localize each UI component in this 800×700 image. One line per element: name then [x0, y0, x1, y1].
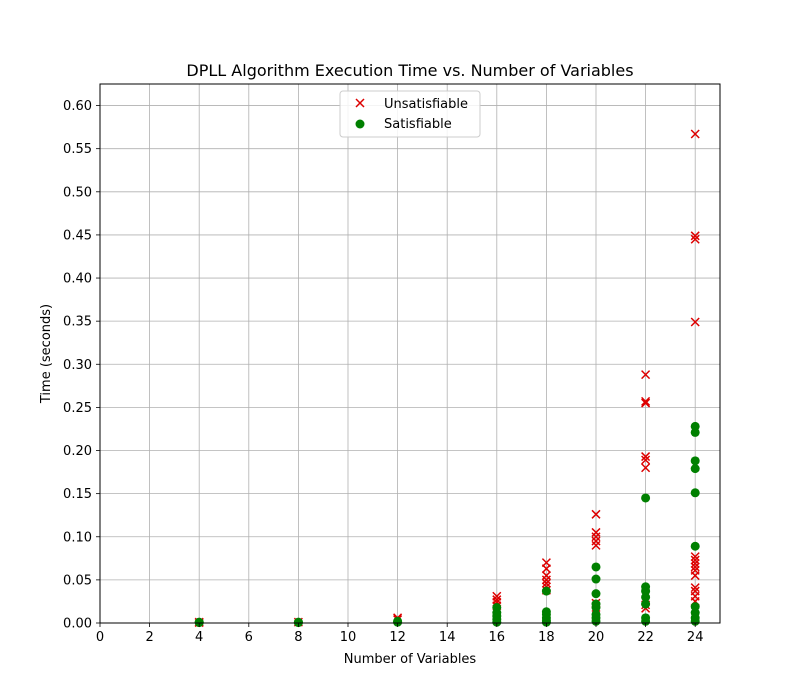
legend-satisfiable-label: Satisfiable [384, 117, 452, 132]
point-satisfiable [690, 541, 700, 551]
point-satisfiable [393, 616, 403, 626]
x-tick-label: 22 [637, 630, 654, 645]
y-tick-label: 0.60 [63, 99, 92, 114]
point-satisfiable [591, 574, 601, 584]
y-tick-label: 0.25 [63, 401, 92, 416]
y-tick-label: 0.35 [63, 315, 92, 330]
point-unsatisfiable [690, 129, 700, 139]
x-tick-label: 12 [389, 630, 406, 645]
point-satisfiable [690, 464, 700, 474]
point-satisfiable [591, 616, 601, 626]
y-tick-label: 0.00 [63, 617, 92, 632]
point-unsatisfiable [641, 455, 651, 465]
point-unsatisfiable [591, 509, 601, 519]
y-tick-label: 0.45 [63, 228, 92, 243]
point-unsatisfiable [690, 571, 700, 581]
point-unsatisfiable [641, 463, 651, 473]
point-satisfiable [690, 456, 700, 466]
y-tick-label: 0.10 [63, 530, 92, 545]
plot-frame [99, 83, 721, 624]
point-satisfiable [690, 488, 700, 498]
x-tick-label: 10 [340, 630, 357, 645]
x-tick-label: 18 [538, 630, 555, 645]
legend: Unsatisfiable Satisfiable [339, 90, 481, 138]
point-satisfiable [641, 616, 651, 626]
y-axis-ticks: 0.00 0.05 0.10 0.15 0.20 0.25 0.30 0.35 0.40 0.45… [63, 99, 100, 632]
point-unsatisfiable [690, 558, 700, 569]
x-tick-label: 4 [195, 630, 203, 645]
y-tick-label: 0.15 [63, 487, 92, 502]
x-tick-label: 0 [96, 630, 104, 645]
x-tick-label: 20 [588, 630, 605, 645]
point-unsatisfiable [690, 583, 700, 593]
y-tick-label: 0.55 [63, 142, 92, 157]
point-unsatisfiable [690, 562, 700, 572]
y-tick-label: 0.50 [63, 185, 92, 200]
legend-box [339, 90, 481, 138]
x-tick-label: 2 [145, 630, 153, 645]
point-satisfiable [641, 592, 651, 602]
chart-title: DPLL Algorithm Execution Time vs. Number… [186, 61, 633, 80]
y-tick-label: 0.30 [63, 358, 92, 373]
y-axis-label: Time (seconds) [39, 304, 54, 404]
x-axis-ticks: 0 2 4 6 8 10 12 14 16 18 20 22 24 [96, 623, 704, 645]
point-unsatisfiable [690, 234, 700, 244]
point-unsatisfiable [641, 396, 651, 406]
point-unsatisfiable [690, 555, 700, 565]
point-satisfiable [641, 493, 651, 503]
y-tick-label: 0.05 [63, 573, 92, 588]
y-tick-label: 0.40 [63, 272, 92, 287]
point-unsatisfiable [641, 370, 651, 380]
point-unsatisfiable [541, 578, 551, 588]
point-satisfiable [591, 589, 601, 599]
point-satisfiable [541, 586, 551, 596]
point-satisfiable [690, 427, 700, 437]
x-tick-label: 24 [687, 630, 704, 645]
point-unsatisfiable [641, 452, 651, 462]
point-unsatisfiable [690, 317, 700, 327]
point-unsatisfiable [541, 575, 551, 585]
legend-satisfiable-marker [355, 119, 365, 129]
legend-unsatisfiable-label: Unsatisfiable [384, 97, 468, 112]
x-axis-label: Number of Variables [344, 652, 477, 667]
point-satisfiable [641, 599, 651, 609]
point-satisfiable [541, 617, 551, 627]
point-satisfiable [492, 617, 502, 627]
point-unsatisfiable [690, 231, 700, 241]
point-unsatisfiable [641, 398, 651, 408]
x-tick-label: 8 [294, 630, 302, 645]
point-satisfiable [690, 616, 700, 626]
data-points [194, 129, 700, 628]
plot-area [100, 84, 720, 623]
legend-unsatisfiable-marker [355, 98, 365, 108]
x-tick-label: 16 [489, 630, 506, 645]
point-satisfiable [591, 562, 601, 572]
y-tick-label: 0.20 [63, 444, 92, 459]
point-unsatisfiable [591, 540, 601, 550]
point-unsatisfiable [541, 564, 551, 574]
x-tick-label: 6 [245, 630, 253, 645]
point-satisfiable [591, 602, 601, 612]
point-unsatisfiable [690, 552, 700, 562]
x-tick-label: 14 [439, 630, 456, 645]
